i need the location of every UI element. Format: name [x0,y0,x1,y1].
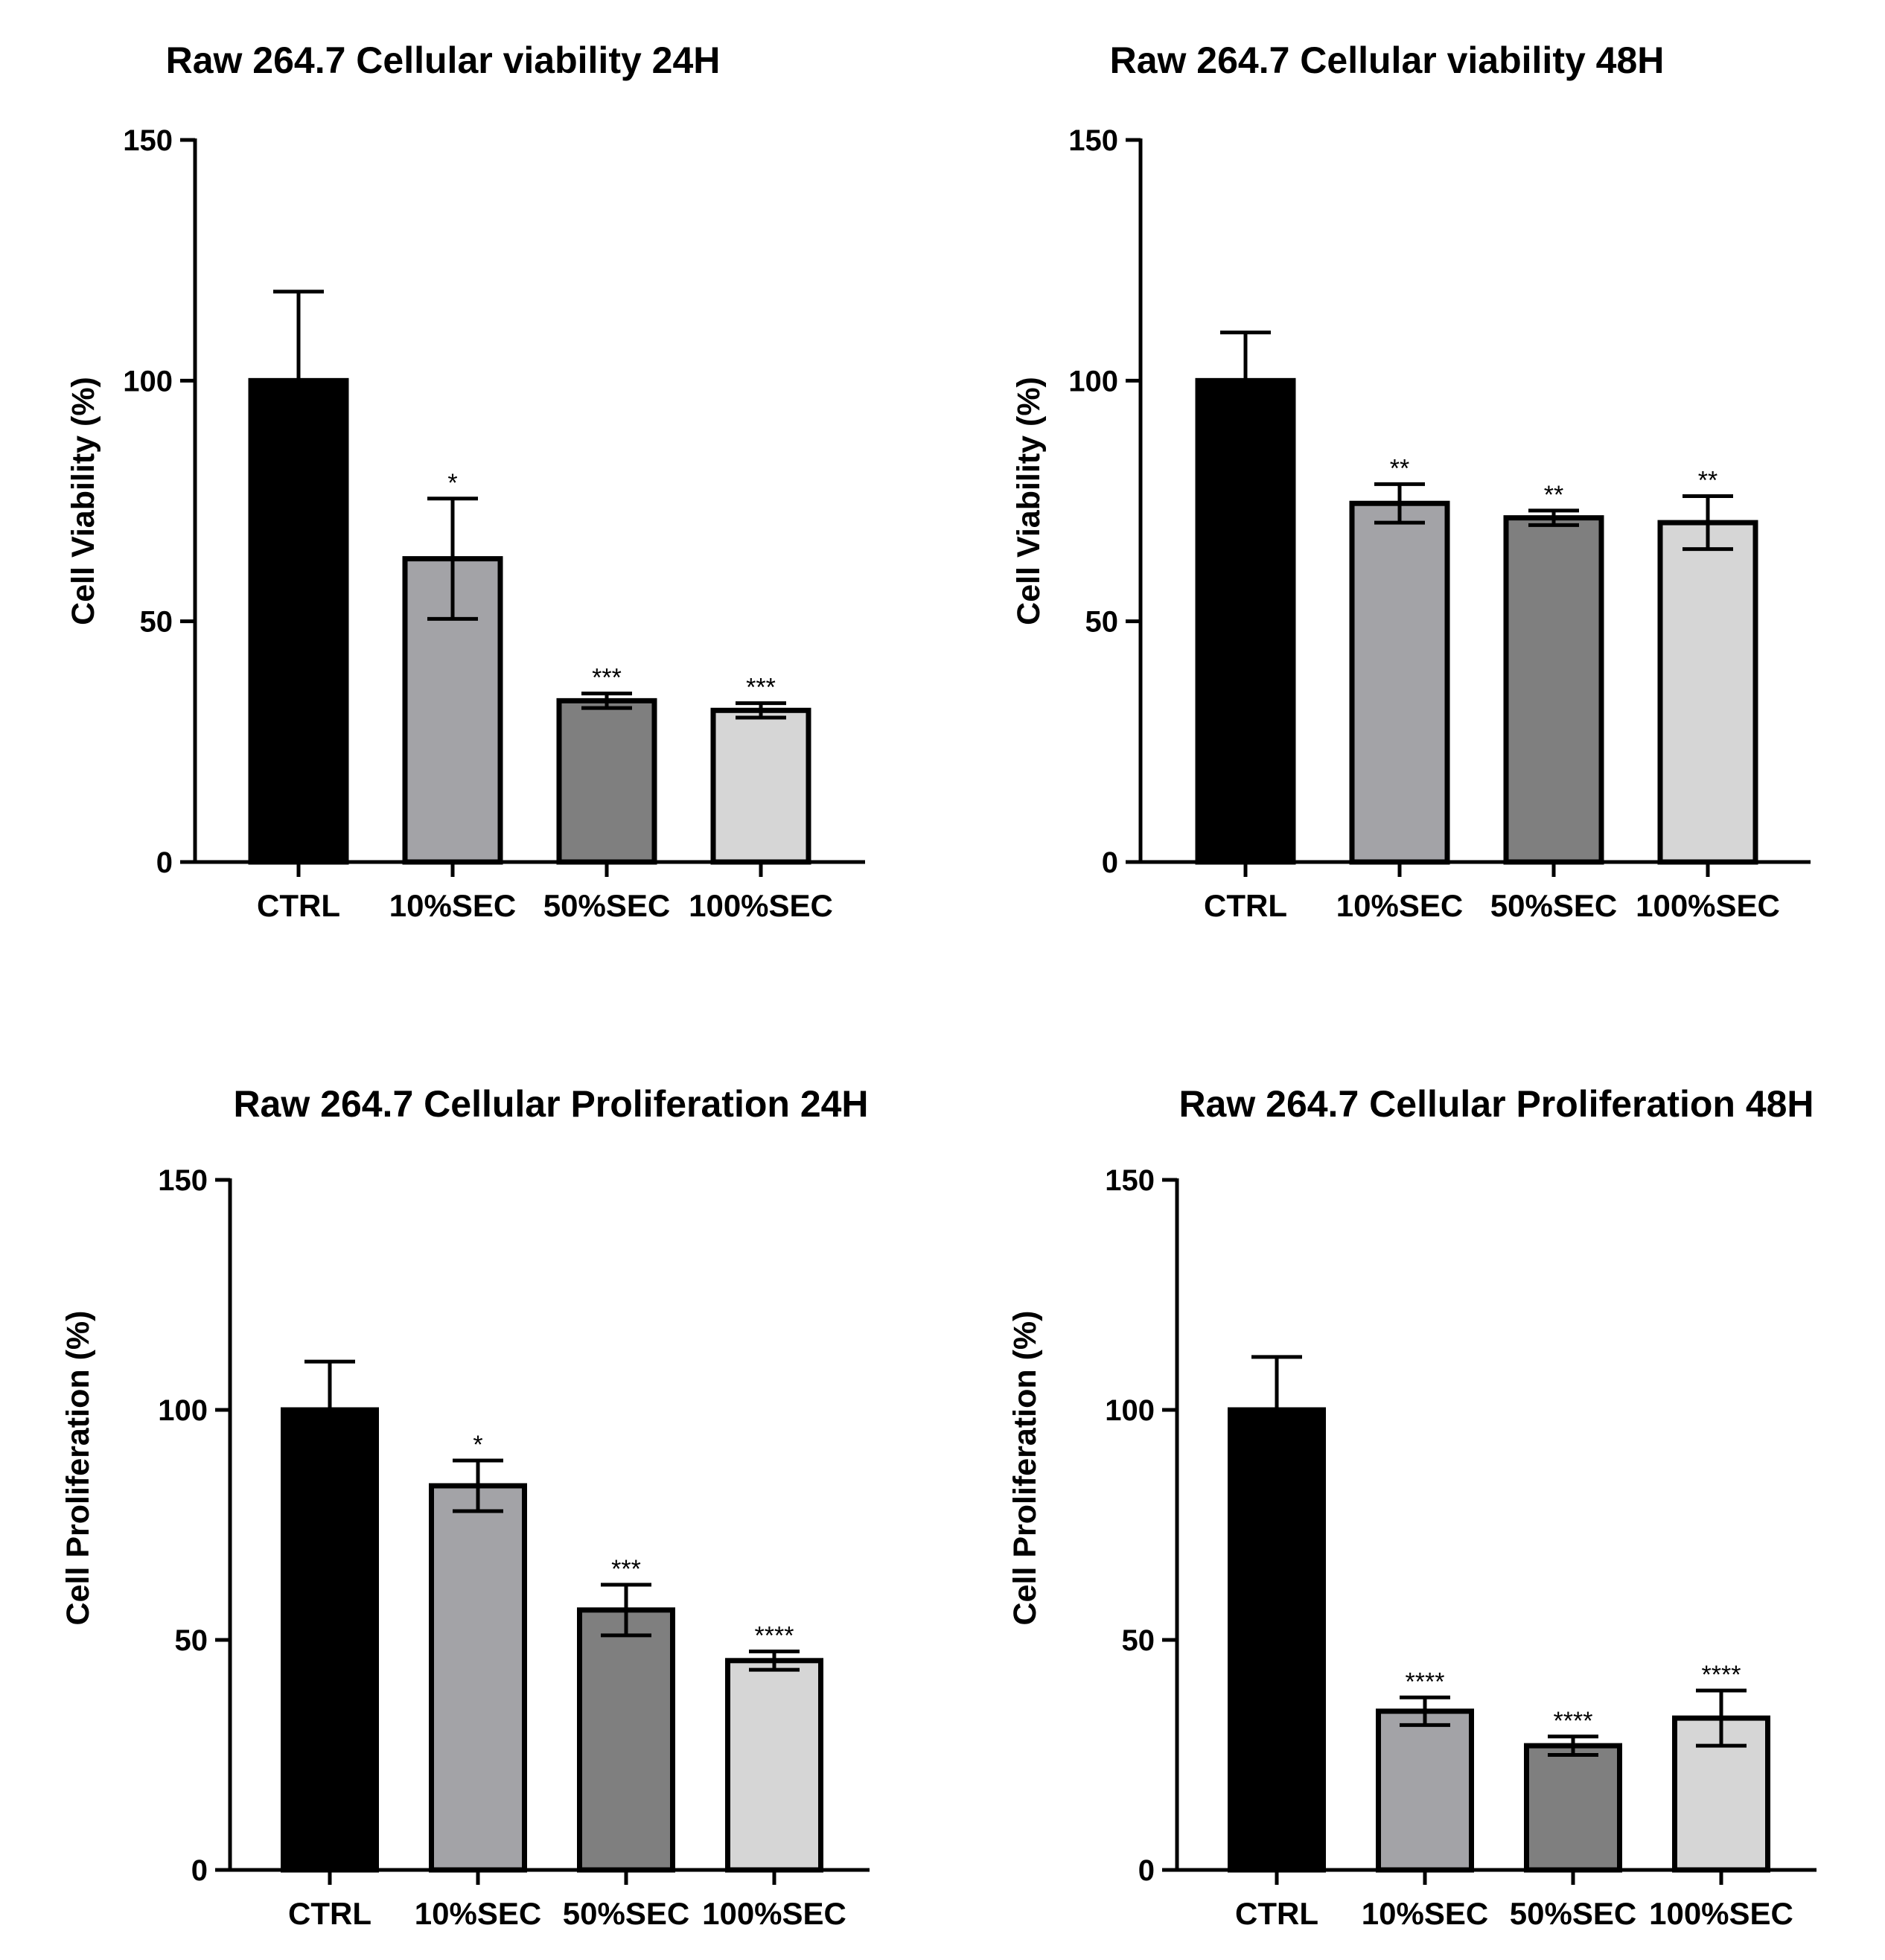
significance-label: **** [1554,1707,1593,1735]
chart-title: Raw 264.7 Cellular Proliferation 48H [1178,1083,1814,1125]
y-tick-label: 150 [1105,1164,1155,1197]
chart-viability-48h: Raw 264.7 Cellular viability 48H Cell Vi… [1011,39,1811,923]
y-tick-label: 100 [1105,1394,1155,1427]
x-tick-label: 10%SEC [415,1896,541,1931]
bar-10pct-sec [1376,1708,1474,1873]
y-tick-label: 50 [1122,1624,1155,1657]
plot-area: 0 50 100 150 CTRL 10%SEC * 50%SEC *** 100%SEC *** [123,124,865,923]
chart-title: Raw 264.7 Cellular viability 48H [1110,39,1665,81]
bar-10pct-sec [429,1483,527,1873]
y-tick-label: 50 [175,1624,208,1657]
bar-ctrl [281,1407,379,1873]
x-tick-label: CTRL [288,1896,371,1931]
y-axis-label: Cell Proliferation (%) [60,1311,96,1626]
significance-label: * [473,1431,482,1459]
y-axis-label: Cell Viability (%) [66,377,101,625]
bar-50pct-sec [556,698,657,865]
x-tick-label: 10%SEC [1336,888,1463,923]
significance-label: *** [746,674,776,702]
y-tick-label: 100 [1068,365,1118,398]
chart-title: Raw 264.7 Cellular Proliferation 24H [233,1083,868,1125]
significance-label: *** [592,664,622,692]
bar-50pct-sec [1524,1743,1622,1873]
y-axis-label: Cell Viability (%) [1011,377,1047,625]
y-tick-label: 100 [123,365,173,398]
y-tick-label: 0 [191,1854,208,1887]
significance-label: **** [755,1621,794,1650]
x-tick-label: 100%SEC [689,888,833,923]
x-tick-label: 100%SEC [702,1896,846,1931]
x-tick-label: 100%SEC [1649,1896,1793,1931]
x-tick-label: 50%SEC [563,1896,689,1931]
plot-area: 0 50 100 150 CTRL 10%SEC **** 50%SEC **** 100%SEC… [1105,1164,1817,1931]
significance-label: * [447,469,457,497]
significance-label: ** [1698,467,1717,495]
significance-label: *** [611,1555,641,1583]
x-tick-label: CTRL [1204,888,1287,923]
bar-100pct-sec [710,707,811,865]
x-tick-label: 50%SEC [1510,1896,1636,1931]
y-tick-label: 150 [1068,124,1118,157]
chart-viability-24h: Raw 264.7 Cellular viability 24H Cell Vi… [66,39,865,923]
significance-label: **** [1702,1661,1741,1689]
significance-label: ** [1544,481,1563,509]
chart-title: Raw 264.7 Cellular viability 24H [166,39,721,81]
bar-100pct-sec [725,1658,823,1873]
x-tick-label: 100%SEC [1636,888,1780,923]
y-tick-label: 0 [156,846,173,879]
bar-100pct-sec [1657,520,1758,865]
x-tick-label: CTRL [257,888,340,923]
bar-50pct-sec [1503,515,1604,865]
x-tick-label: 10%SEC [389,888,516,923]
chart-proliferation-24h: Raw 264.7 Cellular Proliferation 24H Cel… [60,1083,870,1931]
y-tick-label: 150 [158,1164,208,1197]
y-tick-label: 0 [1102,846,1118,879]
bar-10pct-sec [1349,500,1450,865]
x-tick-label: 10%SEC [1362,1896,1488,1931]
x-tick-label: 50%SEC [543,888,670,923]
bar-ctrl [1228,1407,1326,1873]
x-tick-label: 50%SEC [1490,888,1617,923]
y-tick-label: 100 [158,1394,208,1427]
significance-label: **** [1406,1667,1445,1696]
y-tick-label: 150 [123,124,173,157]
bar-50pct-sec [577,1607,675,1873]
bar-ctrl [1195,377,1296,865]
plot-area: 0 50 100 150 CTRL 10%SEC * 50%SEC *** 100%SEC **** [158,1164,870,1931]
y-tick-label: 50 [140,606,173,639]
y-tick-label: 50 [1085,606,1119,639]
y-axis-label: Cell Proliferation (%) [1007,1311,1043,1626]
significance-label: ** [1390,454,1409,482]
y-tick-label: 0 [1138,1854,1155,1887]
chart-proliferation-48h: Raw 264.7 Cellular Proliferation 48H Cel… [1007,1083,1817,1931]
x-tick-label: CTRL [1235,1896,1318,1931]
plot-area: 0 50 100 150 CTRL 10%SEC ** 50%SEC ** 100%SEC ** [1068,124,1811,923]
